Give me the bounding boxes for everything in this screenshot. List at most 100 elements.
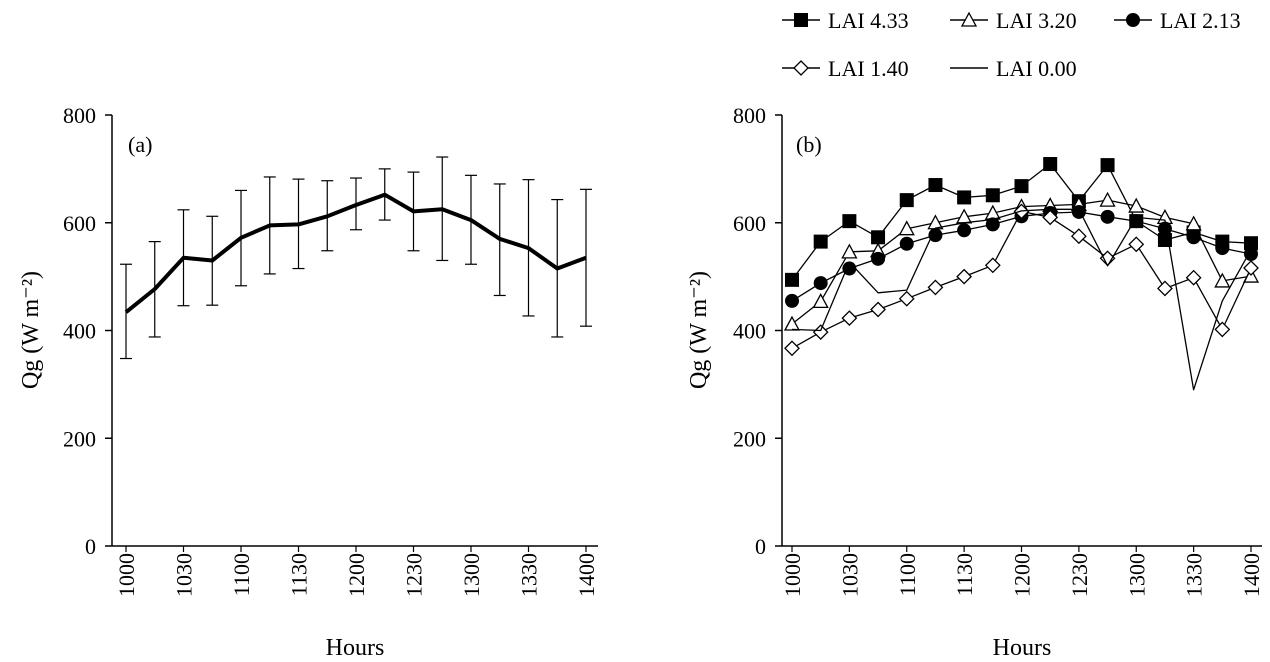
- legend-label: LAI 1.40: [828, 56, 909, 81]
- y-axis-title: Qg (W m⁻²): [18, 271, 44, 389]
- data-point: [1043, 157, 1058, 172]
- data-point: [927, 279, 944, 296]
- data-point: [1014, 179, 1029, 194]
- series-lai-0-00: [791, 208, 1252, 391]
- y-tick-label: 400: [733, 319, 766, 344]
- data-point: [841, 243, 858, 259]
- legend-marker: [793, 60, 809, 76]
- panel-label: (a): [128, 132, 152, 157]
- data-point: [1186, 230, 1201, 245]
- legend-label: LAI 2.13: [1160, 8, 1241, 33]
- legend-item: LAI 0.00: [950, 56, 1077, 81]
- y-axis-title: Qg (W m⁻²): [686, 271, 712, 389]
- data-point: [1243, 260, 1259, 276]
- legend-item: LAI 4.33: [782, 8, 909, 33]
- data-point: [957, 190, 972, 205]
- data-point: [1214, 272, 1231, 288]
- x-tick-label: 1330: [517, 553, 542, 597]
- data-point: [957, 223, 972, 238]
- x-tick-label: 1000: [114, 553, 139, 597]
- series-line: [124, 192, 587, 314]
- data-point: [813, 276, 828, 291]
- panel-label: (b): [796, 132, 822, 157]
- x-tick-label: 1130: [287, 553, 312, 596]
- data-point: [1070, 228, 1087, 245]
- data-point: [841, 310, 858, 327]
- x-tick-label: 1100: [229, 553, 254, 596]
- panel-b: (b) Qg (W m⁻²) Hours 0 200 400 600 800 1000 10…: [686, 103, 1264, 661]
- axis-ticks: 0 200 400 600 800 1000 1030 1100 1130 1200 1230 130…: [63, 103, 599, 597]
- axis-ticks: 0 200 400 600 800 1000 1030 1100 1130 1200 1230 130…: [733, 103, 1264, 597]
- x-tick-label: 1000: [780, 553, 805, 597]
- y-tick-label: 0: [755, 534, 766, 559]
- data-point: [871, 230, 886, 245]
- data-point: [1128, 197, 1145, 213]
- x-tick-label: 1400: [1239, 553, 1264, 597]
- data-point: [928, 228, 943, 243]
- y-tick-label: 800: [63, 103, 96, 128]
- data-point: [898, 290, 915, 307]
- y-tick-label: 0: [85, 534, 96, 559]
- y-tick-label: 200: [63, 426, 96, 451]
- data-point: [1071, 204, 1086, 219]
- x-tick-label: 1200: [344, 553, 369, 597]
- data-point: [1099, 191, 1116, 207]
- data-point: [1215, 241, 1230, 256]
- x-tick-label: 1300: [459, 553, 484, 597]
- series-line: [791, 211, 1252, 302]
- data-point: [1157, 221, 1172, 236]
- data-point: [1244, 246, 1258, 261]
- data-point: [928, 178, 943, 193]
- series-group: [124, 192, 587, 314]
- data-point: [1214, 321, 1231, 338]
- x-tick-label: 1030: [837, 553, 862, 597]
- data-point: [812, 293, 829, 309]
- series-line: [791, 210, 1252, 349]
- data-point: [812, 324, 829, 341]
- y-tick-label: 600: [733, 211, 766, 236]
- y-tick-label: 400: [63, 319, 96, 344]
- data-point: [871, 251, 886, 266]
- data-point: [1185, 215, 1202, 231]
- legend-marker: [1126, 13, 1140, 27]
- x-tick-label: 1130: [952, 553, 977, 596]
- x-tick-label: 1030: [172, 553, 197, 597]
- legend-item: LAI 3.20: [950, 8, 1077, 33]
- y-tick-label: 600: [63, 211, 96, 236]
- data-point: [1128, 236, 1145, 253]
- data-point: [1244, 236, 1258, 251]
- x-tick-label: 1400: [574, 553, 599, 597]
- panel-a: (a) Qg (W m⁻²) Hours 0 200 400 600 800 1000 10…: [18, 103, 599, 661]
- data-point: [842, 214, 857, 229]
- x-axis-title: Hours: [993, 635, 1052, 661]
- x-tick-label: 1230: [1067, 553, 1092, 597]
- x-tick-label: 1230: [402, 553, 427, 597]
- data-point: [783, 315, 801, 331]
- series-lai-1-40: [784, 203, 1259, 357]
- legend-label: LAI 4.33: [828, 8, 909, 33]
- series-group: [783, 157, 1260, 391]
- data-point: [899, 236, 914, 251]
- data-point: [785, 272, 799, 287]
- x-tick-label: 1100: [895, 553, 920, 596]
- x-axis-title: Hours: [326, 635, 385, 661]
- data-point: [1042, 209, 1059, 226]
- x-tick-label: 1300: [1124, 553, 1149, 597]
- data-point: [1157, 280, 1173, 297]
- legend: LAI 4.33 LAI 3.20 LAI 2.13 LAI 1.40 LAI 0.00: [782, 8, 1241, 81]
- data-point: [985, 217, 1000, 232]
- series-mean: [124, 192, 587, 314]
- legend-label: LAI 3.20: [996, 8, 1077, 33]
- series-line: [791, 208, 1252, 391]
- data-point: [813, 234, 828, 249]
- data-point: [956, 268, 973, 285]
- legend-item: LAI 1.40: [782, 56, 909, 81]
- data-point: [899, 193, 914, 208]
- legend-marker: [960, 11, 978, 27]
- x-tick-label: 1200: [1010, 553, 1035, 597]
- data-point: [1185, 269, 1202, 286]
- data-point: [785, 293, 799, 308]
- x-tick-label: 1330: [1182, 553, 1207, 597]
- legend-marker: [794, 13, 808, 27]
